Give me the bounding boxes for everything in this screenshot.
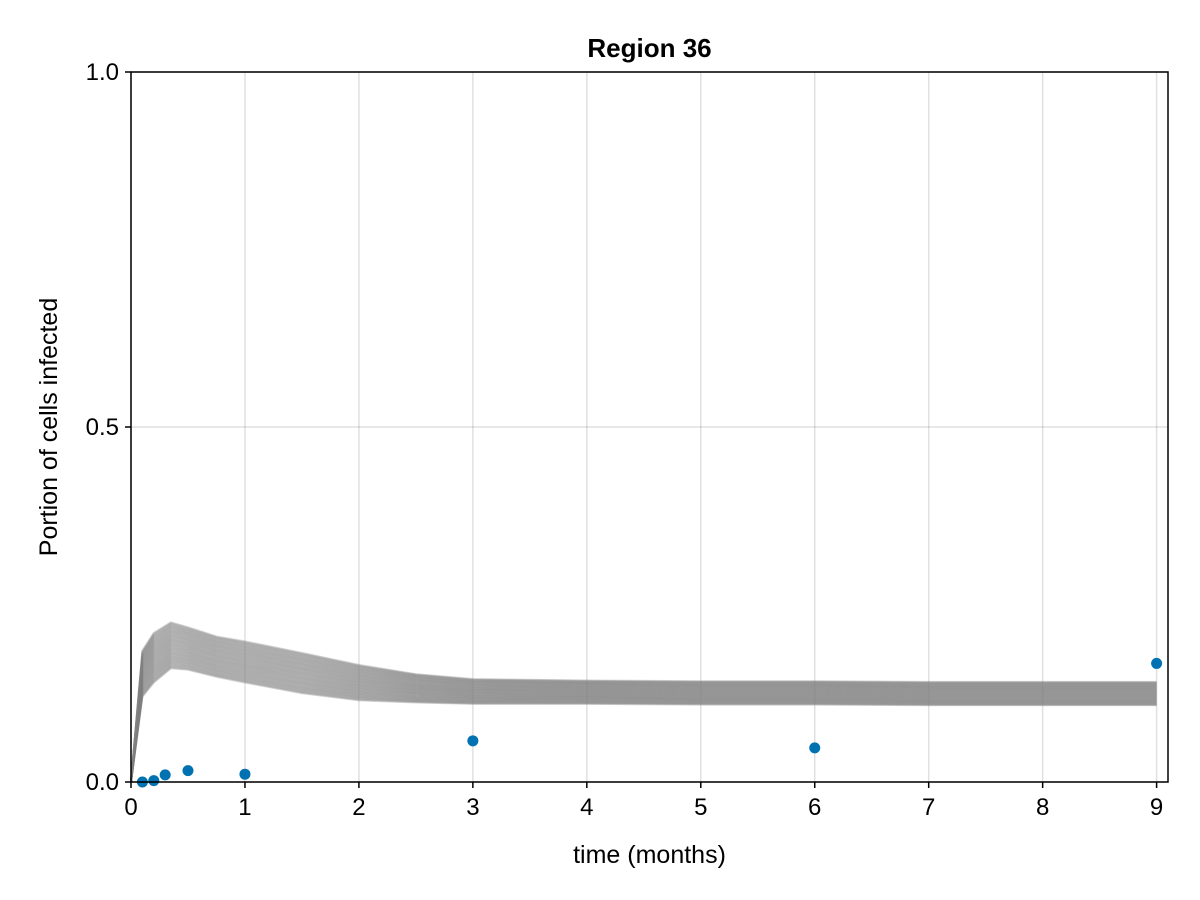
model-ensemble (130, 621, 1157, 783)
model-trajectory-line (130, 643, 1157, 783)
model-trajectory-line (130, 645, 1157, 783)
model-trajectory-line (130, 661, 1157, 783)
y-tick-label: 1.0 (86, 59, 119, 86)
model-trajectory-line (130, 660, 1157, 783)
model-trajectory-line (130, 632, 1157, 783)
model-trajectory-line (130, 644, 1157, 783)
model-trajectory-line (130, 626, 1157, 783)
y-tick-label: 0.0 (86, 769, 119, 796)
model-trajectory-line (130, 622, 1157, 783)
x-tick-label: 2 (352, 794, 365, 821)
x-tick-label: 5 (694, 794, 707, 821)
model-trajectory-line (130, 637, 1157, 783)
model-trajectory-line (130, 631, 1157, 783)
observed-point (159, 769, 171, 781)
y-axis-label: Portion of cells infected (35, 298, 63, 556)
model-trajectory-line (130, 625, 1157, 783)
observed-point (182, 765, 194, 777)
model-trajectory-line (130, 652, 1157, 783)
model-trajectory-line (130, 621, 1157, 783)
model-trajectory-line (130, 630, 1157, 783)
model-trajectory-line (130, 629, 1157, 783)
observed-point (239, 768, 251, 780)
model-trajectory-line (130, 624, 1157, 783)
chart-title: Region 36 (587, 33, 711, 63)
model-trajectory-line (130, 658, 1157, 783)
model-trajectory-line (130, 650, 1157, 783)
model-trajectory-line (130, 662, 1157, 783)
observed-point (1151, 657, 1163, 669)
x-tick-label: 4 (580, 794, 593, 821)
model-trajectory-line (130, 667, 1157, 783)
model-trajectory-line (130, 633, 1157, 783)
model-trajectory-line (130, 657, 1157, 783)
model-trajectory-line (130, 639, 1157, 783)
model-trajectory-line (130, 638, 1157, 783)
x-tick-label: 8 (1036, 794, 1049, 821)
model-trajectory-line (130, 656, 1157, 783)
model-trajectory-line (130, 628, 1157, 783)
model-trajectory-line (130, 648, 1157, 783)
model-trajectory-line (130, 649, 1157, 783)
observed-points (136, 657, 1163, 788)
x-tick-label: 7 (922, 794, 935, 821)
model-trajectory-line (130, 627, 1157, 783)
model-trajectory-line (130, 640, 1157, 783)
model-trajectory-line (130, 651, 1157, 783)
model-trajectory-line (130, 636, 1157, 783)
x-tick-label: 9 (1150, 794, 1163, 821)
model-trajectory-line (130, 664, 1157, 783)
model-trajectory-line (130, 653, 1157, 783)
model-trajectory-line (130, 623, 1157, 783)
model-trajectory-line (130, 629, 1157, 783)
observed-point (148, 775, 160, 787)
model-trajectory-line (130, 654, 1157, 783)
x-axis-label: time (months) (573, 841, 726, 869)
x-tick-label: 6 (808, 794, 821, 821)
model-trajectory-line (130, 650, 1157, 783)
model-trajectory-line (130, 647, 1157, 783)
y-axis-ticks: 0.0 0.5 1.0 (86, 59, 131, 796)
x-tick-label: 3 (466, 794, 479, 821)
model-trajectory-line (130, 634, 1157, 783)
model-trajectory-line (130, 666, 1157, 783)
observed-point (809, 742, 821, 754)
model-trajectory-line (130, 643, 1157, 783)
x-tick-label: 1 (238, 794, 251, 821)
model-trajectory-line (130, 646, 1157, 783)
model-trajectory-line (130, 625, 1157, 783)
x-tick-label: 0 (124, 794, 137, 821)
model-trajectory-line (130, 661, 1157, 783)
model-trajectory-line (130, 655, 1157, 783)
y-tick-label: 0.5 (86, 414, 119, 441)
model-trajectory-line (130, 654, 1157, 783)
model-trajectory-line (130, 665, 1157, 783)
model-trajectory-line (130, 663, 1157, 783)
model-trajectory-line (130, 659, 1157, 783)
model-trajectory-line (130, 621, 1157, 783)
model-trajectory-line (130, 647, 1157, 783)
model-trajectory-line (130, 642, 1157, 783)
model-trajectory-line (130, 657, 1157, 783)
model-trajectory-line (130, 665, 1157, 783)
model-trajectory-line (130, 639, 1157, 783)
x-axis-ticks: 0 1 2 3 4 5 6 7 8 9 (124, 782, 1163, 821)
model-trajectory-line (130, 636, 1157, 783)
observed-point (467, 735, 479, 747)
model-trajectory-line (130, 635, 1157, 783)
model-trajectory-line (130, 632, 1157, 783)
model-trajectory-line (130, 641, 1157, 783)
